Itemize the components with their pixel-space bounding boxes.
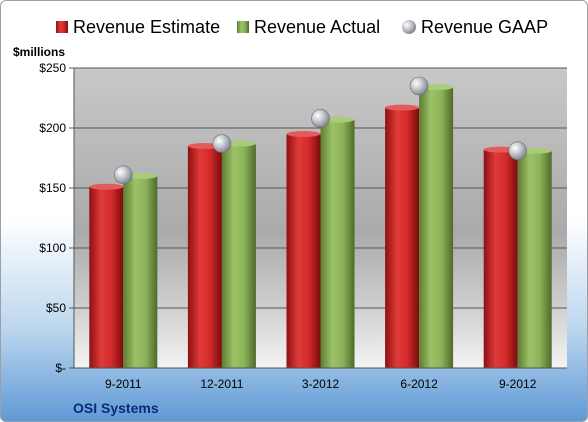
legend-item-actual: Revenue Actual (237, 17, 380, 37)
estimate-bar (187, 146, 222, 368)
actual-bar (320, 119, 355, 368)
legend-swatch-estimate (56, 21, 68, 33)
gaap-marker (508, 141, 528, 161)
estimate-bar-cap (286, 131, 321, 137)
legend-item-estimate: Revenue Estimate (56, 17, 220, 37)
estimate-bar-cap (385, 104, 420, 111)
actual-bar (419, 87, 454, 368)
estimate-bar-cap (89, 183, 124, 190)
y-tick-label: $50 (46, 301, 66, 315)
y-tick-label: $- (55, 361, 66, 375)
company-label: OSI Systems (73, 400, 159, 416)
x-tick-label: 12-2011 (200, 377, 243, 391)
actual-bar (123, 176, 158, 368)
legend-label-gaap: Revenue GAAP (421, 17, 548, 37)
gaap-marker (311, 109, 330, 128)
bars (89, 84, 552, 368)
x-axis: 9-2011 12-2011 3-2012 6-2012 9-2012 (74, 367, 567, 391)
legend: Revenue Estimate Revenue Actual Revenue … (56, 17, 548, 37)
y-axis-unit-label: $millions (13, 45, 65, 59)
legend-item-gaap: Revenue GAAP (402, 17, 548, 37)
gaap-marker (212, 134, 232, 153)
estimate-bar (286, 134, 321, 368)
legend-marker-gaap (402, 20, 416, 34)
legend-label-estimate: Revenue Estimate (73, 17, 220, 37)
y-tick-label: $250 (39, 61, 66, 75)
y-tick-label: $200 (39, 121, 66, 135)
gaap-markers (114, 76, 528, 185)
x-tick-label: 9-2011 (105, 377, 142, 391)
estimate-bar (483, 149, 518, 368)
y-tick-label: $100 (39, 241, 66, 255)
estimate-bar (89, 186, 124, 368)
legend-label-actual: Revenue Actual (254, 17, 380, 37)
x-tick-label: 3-2012 (302, 377, 340, 391)
estimate-bar (385, 107, 420, 368)
x-tick-label: 9-2012 (499, 377, 537, 391)
actual-bar (517, 150, 552, 368)
gaap-marker (114, 165, 133, 185)
gaap-marker (409, 76, 429, 96)
y-axis: $- $50 $100 $150 $200 $250 (39, 61, 75, 375)
legend-swatch-actual (237, 21, 249, 33)
x-tick-label: 6-2012 (400, 377, 438, 391)
actual-bar (221, 143, 256, 368)
y-tick-label: $150 (39, 181, 66, 195)
